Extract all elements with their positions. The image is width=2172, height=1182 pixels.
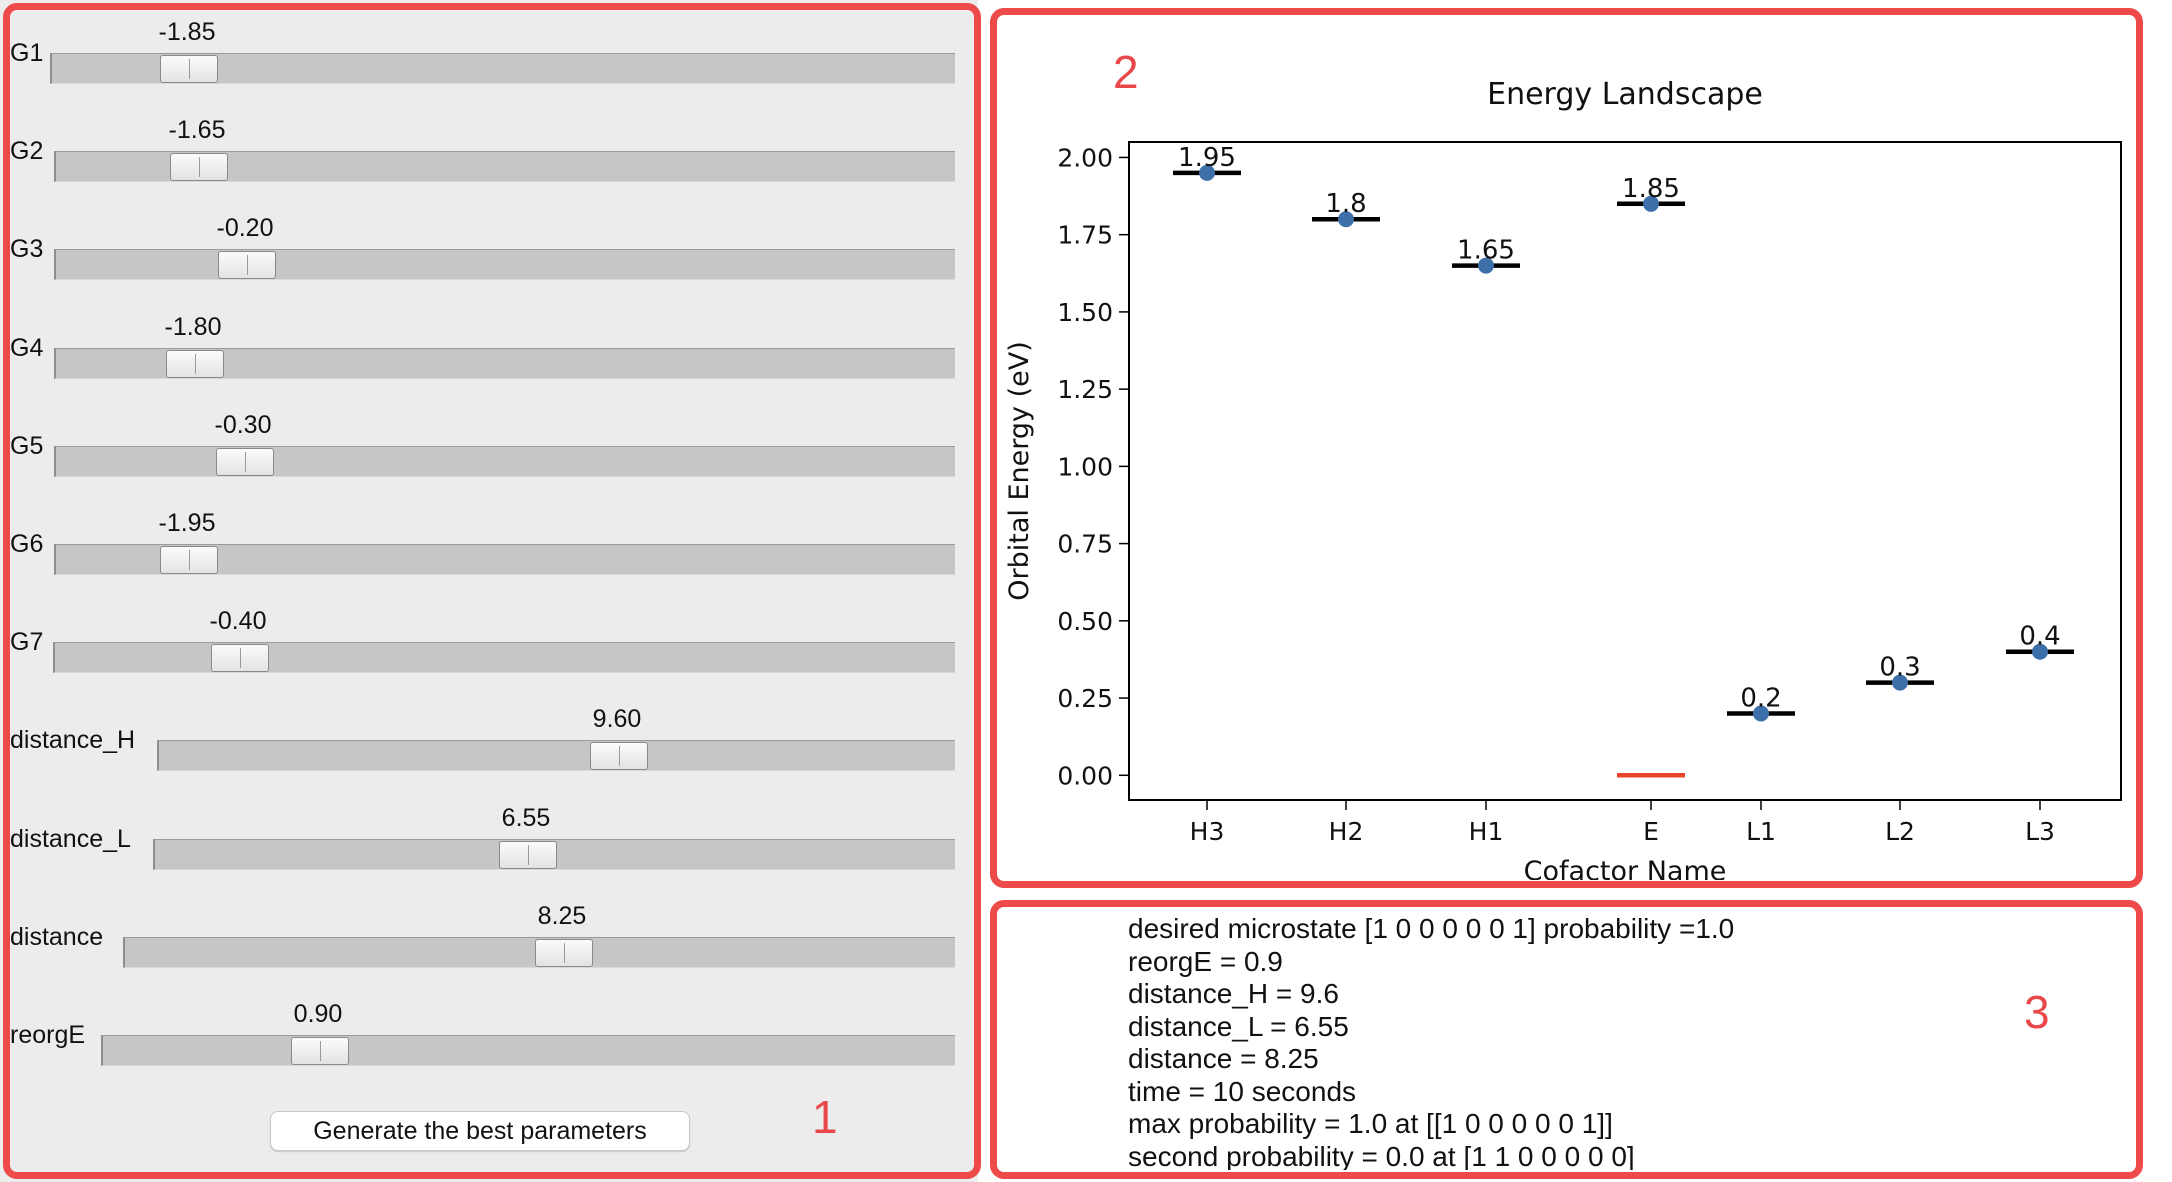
data-point-l1 xyxy=(1753,705,1769,722)
region-label-3: 3 xyxy=(2024,986,2050,1038)
x-axis-label: Cofactor Name xyxy=(1524,856,1727,880)
parameter-panel xyxy=(0,0,978,1182)
slider-label-distance-l: distance_L xyxy=(10,824,131,853)
slider-label-distance-h: distance_H xyxy=(10,726,136,755)
region-label-2: 2 xyxy=(1113,46,1139,98)
slider-track-g6[interactable] xyxy=(54,544,955,575)
info-line: distance_H = 9.6 xyxy=(1128,978,1339,1009)
y-tick-label: 1.25 xyxy=(1057,375,1113,404)
plot-frame xyxy=(1128,141,2122,801)
x-tick-label: H2 xyxy=(1329,817,1364,846)
slider-track-g5[interactable] xyxy=(54,445,955,477)
slider-value-g6: -1.95 xyxy=(158,509,216,537)
x-tick-label: L1 xyxy=(1746,817,1776,846)
info-line: max probability = 1.0 at [[1 0 0 0 0 0 1… xyxy=(1128,1108,1613,1139)
slider-label-g5: G5 xyxy=(10,431,44,460)
region-label-1: 1 xyxy=(812,1091,838,1143)
slider-label-g6: G6 xyxy=(10,530,44,558)
slider-label-g4: G4 xyxy=(10,333,44,362)
y-tick-label: 1.75 xyxy=(1057,221,1113,250)
generate-parameters-button[interactable]: Generate the best parameters xyxy=(270,1111,690,1151)
slider-track-g3[interactable] xyxy=(54,249,955,281)
x-tick-label: E xyxy=(1643,817,1659,846)
y-tick-label: 0.25 xyxy=(1057,684,1113,713)
slider-track-g7[interactable] xyxy=(53,642,955,674)
slider-value-g1: -1.85 xyxy=(158,18,216,46)
data-label-l1: 0.2 xyxy=(1740,684,1781,714)
slider-label-g1: G1 xyxy=(10,39,44,67)
slider-track-distance[interactable] xyxy=(123,936,955,968)
slider-value-g3: -0.20 xyxy=(216,214,274,243)
slider-value-distance: 8.25 xyxy=(537,901,587,930)
slider-track-g1[interactable] xyxy=(50,53,955,84)
slider-track-distance-l[interactable] xyxy=(153,838,955,870)
x-tick-label: L3 xyxy=(2025,817,2055,846)
y-tick-label: 2.00 xyxy=(1057,143,1113,172)
data-point-l2 xyxy=(1892,674,1908,691)
data-point-e xyxy=(1643,195,1659,212)
slider-track-g2[interactable] xyxy=(54,151,955,183)
slider-label-reorge: reorgE xyxy=(10,1021,86,1049)
slider-thumb-g3[interactable] xyxy=(218,251,276,280)
data-point-h2 xyxy=(1338,211,1354,228)
y-tick-label: 0.75 xyxy=(1057,530,1113,559)
slider-thumb-reorge[interactable] xyxy=(291,1037,349,1065)
slider-value-distance-h: 9.60 xyxy=(592,705,642,734)
energy-landscape-chart: Energy Landscape 0.00 0.25 0.50 0.75 1.00 1.25… xyxy=(1004,77,2122,880)
y-tick-label: 0.00 xyxy=(1057,761,1113,790)
x-tick-label: H3 xyxy=(1190,817,1225,846)
slider-label-g2: G2 xyxy=(10,137,44,166)
slider-thumb-g7[interactable] xyxy=(211,644,269,673)
data-point-h3 xyxy=(1199,164,1215,181)
chart-title: Energy Landscape xyxy=(1487,77,1763,112)
info-line: desired microstate [1 0 0 0 0 0 1] proba… xyxy=(1128,913,1735,944)
data-label-h1: 1.65 xyxy=(1457,236,1515,266)
slider-thumb-g1[interactable] xyxy=(160,55,218,83)
x-tick-label: L2 xyxy=(1885,817,1915,846)
result-text-area: desired microstate [1 0 0 0 0 0 1] proba… xyxy=(1000,905,2130,1170)
y-tick-label: 1.50 xyxy=(1057,298,1113,327)
y-tick-label: 1.00 xyxy=(1057,452,1113,481)
info-line: distance = 8.25 xyxy=(1128,1043,1319,1074)
data-label-e: 1.85 xyxy=(1622,174,1680,204)
slider-value-distance-l: 6.55 xyxy=(501,803,551,832)
slider-value-g4: -1.80 xyxy=(164,312,222,341)
slider-thumb-g2[interactable] xyxy=(170,153,228,182)
data-point-h1 xyxy=(1478,257,1494,274)
slider-thumb-distance-h[interactable] xyxy=(590,742,648,771)
slider-thumb-g5[interactable] xyxy=(216,447,274,476)
slider-value-reorge: 0.90 xyxy=(293,1000,343,1028)
info-line: distance_L = 6.55 xyxy=(1128,1010,1349,1042)
info-line: reorgE = 0.9 xyxy=(1128,945,1283,977)
info-line: second probability = 0.0 at [1 1 0 0 0 0… xyxy=(1128,1140,1635,1171)
slider-track-reorge[interactable] xyxy=(101,1035,955,1066)
slider-value-g7: -0.40 xyxy=(209,607,267,636)
slider-track-distance-h[interactable] xyxy=(157,740,955,772)
slider-label-distance: distance xyxy=(10,922,104,951)
slider-thumb-g4[interactable] xyxy=(166,349,224,378)
data-label-h3: 1.95 xyxy=(1178,143,1236,173)
x-tick-label: H1 xyxy=(1469,817,1504,846)
data-label-l2: 0.3 xyxy=(1879,653,1920,683)
y-axis-label: Orbital Energy (eV) xyxy=(1004,341,1035,600)
slider-value-g2: -1.65 xyxy=(168,116,226,145)
info-line: time = 10 seconds xyxy=(1128,1075,1357,1107)
data-point-l3 xyxy=(2032,643,2048,660)
slider-thumb-distance-l[interactable] xyxy=(499,840,557,869)
slider-thumb-g6[interactable] xyxy=(160,546,218,574)
slider-value-g5: -0.30 xyxy=(214,410,272,439)
slider-thumb-distance[interactable] xyxy=(535,938,593,967)
slider-track-g4[interactable] xyxy=(54,347,955,379)
y-tick-label: 0.50 xyxy=(1057,607,1113,636)
data-label-l3: 0.4 xyxy=(2019,622,2060,652)
slider-label-g7: G7 xyxy=(10,628,44,657)
slider-label-g3: G3 xyxy=(10,235,44,264)
data-label-h2: 1.8 xyxy=(1325,189,1366,219)
